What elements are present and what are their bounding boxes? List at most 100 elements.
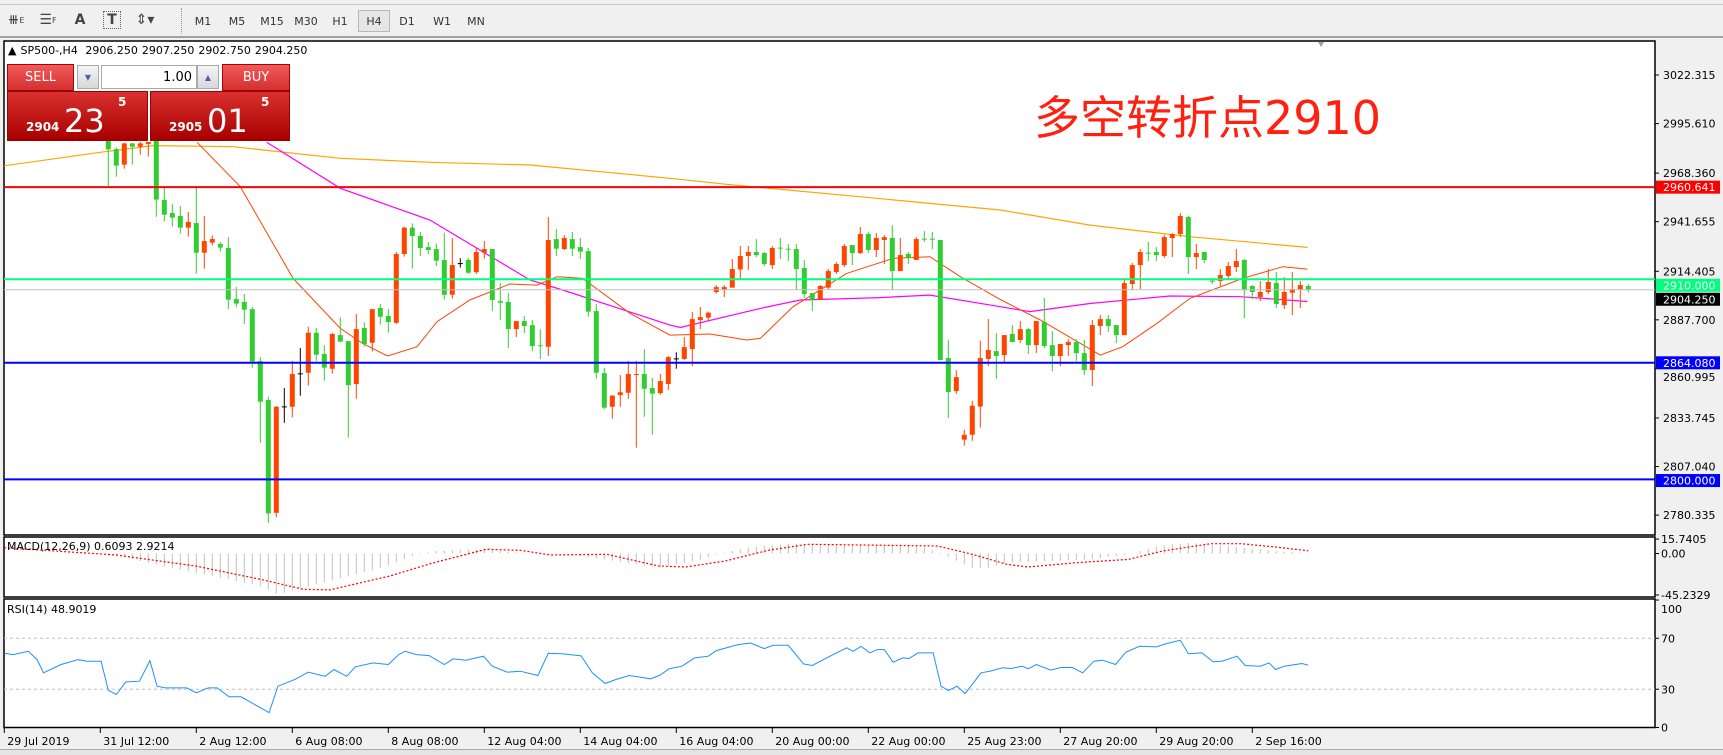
candle-body [225, 247, 231, 300]
candle-body [561, 237, 567, 250]
candle-body [121, 143, 127, 165]
candle-body [1041, 322, 1047, 347]
candle-body [297, 373, 303, 375]
candle-body [761, 253, 767, 264]
collapse-triangle-icon[interactable]: ▲ [8, 44, 17, 57]
level-price-label: 2800.000 [1663, 475, 1716, 488]
candle-body [769, 247, 775, 266]
candle-body [961, 434, 967, 440]
candle-body [889, 237, 895, 272]
candle-body [377, 308, 383, 317]
candle-body [465, 259, 471, 273]
candle-body [217, 243, 223, 248]
level-price-tag [1656, 474, 1720, 488]
level-price-tag [1656, 278, 1720, 292]
lot-size-input[interactable] [101, 65, 197, 89]
candle-body [633, 374, 639, 376]
text-label-icon[interactable]: T [98, 9, 126, 31]
chevron-up-icon: ▲ [204, 72, 212, 82]
rsi-line [4, 639, 1309, 714]
candle-body [753, 251, 759, 256]
candle-body [1121, 283, 1127, 336]
timeframe-d1[interactable]: D1 [399, 14, 415, 28]
timeframe-m15[interactable]: M15 [260, 14, 284, 28]
candle-body [185, 221, 191, 228]
candle-body [1193, 253, 1199, 258]
rsi-indicator-label: RSI(14) 48.9019 [7, 603, 96, 616]
candle-body [1249, 285, 1255, 293]
candle-body [857, 233, 863, 254]
candle-body [1057, 344, 1063, 357]
candle-body [1145, 252, 1151, 254]
candle-body [513, 321, 519, 330]
chart-annotation: 多空转折点2910 [1034, 91, 1382, 145]
fibonacci-expansion-icon[interactable]: ⧻ E [7, 12, 25, 28]
timeframe-m5[interactable]: M5 [228, 14, 246, 28]
lot-increase-button[interactable]: ▲ [197, 65, 219, 89]
time-axis-label: 6 Aug 08:00 [295, 735, 362, 748]
candle-body [977, 358, 983, 407]
buy-button[interactable]: BUY [222, 64, 290, 91]
sell-button[interactable]: SELL [7, 64, 74, 91]
time-axis-label: 16 Aug 04:00 [679, 735, 753, 748]
candle-body [489, 249, 495, 301]
buy-price-major: 2905 [169, 120, 203, 134]
buy-price-pips: 01 [207, 102, 248, 140]
candle-body [953, 377, 959, 392]
candle-body [809, 293, 815, 300]
macd-signal-line [4, 543, 1309, 591]
candle-body [425, 247, 431, 250]
candle-body [169, 213, 175, 218]
level-price-label: 2864.080 [1663, 357, 1716, 370]
candle-body [665, 357, 671, 385]
candle-body [593, 311, 599, 373]
text-icon[interactable]: A [74, 12, 86, 28]
candle-body [1233, 261, 1239, 268]
price-axis-label: 2807.040 [1663, 461, 1716, 474]
timeframe-m30[interactable]: M30 [294, 14, 318, 28]
candle-body [1185, 217, 1191, 258]
fibonacci-fan-icon[interactable]: ☰ F [39, 12, 57, 28]
sell-price-box[interactable]: 2904 23 5 [7, 91, 148, 141]
timeframe-h1[interactable]: H1 [332, 14, 348, 28]
buy-price-box[interactable]: 2905 01 5 [150, 91, 290, 141]
arrows-dropdown-icon[interactable]: ⇕▾ [135, 12, 155, 28]
candle-body [369, 309, 375, 343]
candle-body [1281, 292, 1287, 306]
candle-body [945, 358, 951, 393]
macd-axis-label: -45.2329 [1661, 589, 1710, 602]
candle-body [385, 316, 391, 323]
candle-body [985, 350, 991, 359]
price-axis-label: 2860.995 [1663, 371, 1716, 384]
rsi-axis-label: 0 [1661, 722, 1668, 735]
level-price-tag [1656, 180, 1720, 194]
rsi-panel [3, 598, 1656, 729]
time-axis-label: 12 Aug 04:00 [487, 735, 561, 748]
candle-body [137, 143, 143, 147]
sell-price-major: 2904 [26, 120, 60, 134]
candle-body [937, 239, 943, 361]
time-axis-label: 8 Aug 08:00 [391, 735, 458, 748]
timeframe-w1[interactable]: W1 [433, 14, 451, 28]
candle-body [177, 215, 183, 228]
candle-body [1049, 345, 1055, 357]
candle-body [873, 237, 879, 250]
price-axis-label: 2887.700 [1663, 314, 1716, 327]
candle-body [793, 249, 799, 270]
candle-body [801, 267, 807, 295]
high-value: 2907.250 [141, 44, 195, 57]
candle-body [1129, 265, 1135, 284]
candle-body [1265, 281, 1271, 293]
candle-body [1217, 275, 1223, 282]
low-value: 2902.750 [198, 44, 251, 57]
timeframe-h4[interactable]: H4 [358, 10, 390, 32]
open-value: 2906.250 [85, 44, 138, 57]
candle-body [409, 227, 415, 236]
timeframe-mn[interactable]: MN [467, 14, 485, 28]
candle-body [1273, 283, 1279, 305]
candle-body [393, 253, 399, 323]
lot-decrease-button[interactable]: ▼ [77, 65, 99, 89]
timeframe-m1[interactable]: M1 [194, 14, 212, 28]
candle-body [1289, 289, 1295, 293]
price-axis-label: 2914.405 [1663, 265, 1716, 278]
